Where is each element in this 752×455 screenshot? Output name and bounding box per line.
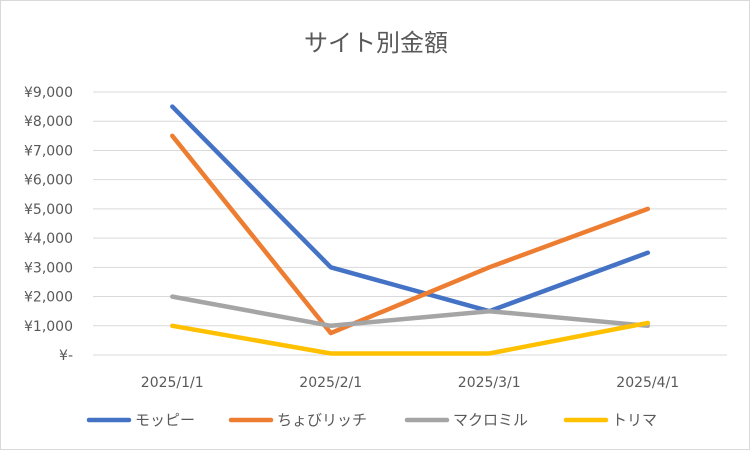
series-line-3 bbox=[170, 294, 651, 329]
y-tick-label: ¥- bbox=[59, 348, 73, 364]
legend-label: ちょびリッチ bbox=[277, 411, 367, 429]
y-tick-label: ¥9,000 bbox=[24, 85, 73, 101]
x-axis-ticks: 2025/1/1 2025/2/1 2025/3/1 2025/4/1 bbox=[141, 375, 679, 391]
gridlines bbox=[93, 91, 727, 356]
y-tick-label: ¥4,000 bbox=[24, 231, 73, 247]
series-line-1 bbox=[170, 104, 651, 314]
x-tick-label: 2025/4/1 bbox=[616, 375, 679, 391]
y-axis-ticks: ¥- ¥1,000 ¥2,000 ¥3,000 ¥4,000 ¥5,000 ¥6,000 ¥7… bbox=[24, 85, 73, 364]
series-line-4 bbox=[170, 320, 651, 356]
legend-label: トリマ bbox=[612, 411, 657, 429]
y-tick-label: ¥7,000 bbox=[24, 143, 73, 159]
y-tick-label: ¥2,000 bbox=[24, 290, 73, 306]
legend-label: マクロミル bbox=[453, 411, 528, 429]
series-line-2 bbox=[170, 133, 651, 336]
legend-label: モッピー bbox=[135, 411, 195, 429]
y-tick-label: ¥5,000 bbox=[24, 202, 73, 218]
y-tick-label: ¥8,000 bbox=[24, 114, 73, 130]
y-tick-label: ¥6,000 bbox=[24, 173, 73, 189]
x-tick-label: 2025/3/1 bbox=[458, 375, 521, 391]
x-tick-label: 2025/2/1 bbox=[299, 375, 362, 391]
series-lines bbox=[170, 104, 651, 356]
x-tick-label: 2025/1/1 bbox=[141, 375, 204, 391]
y-tick-label: ¥1,000 bbox=[24, 319, 73, 335]
legend: モッピー ちょびリッチ マクロミル トリマ bbox=[86, 411, 657, 429]
y-tick-label: ¥3,000 bbox=[24, 260, 73, 276]
chart-title: サイト別金額 bbox=[304, 29, 448, 57]
